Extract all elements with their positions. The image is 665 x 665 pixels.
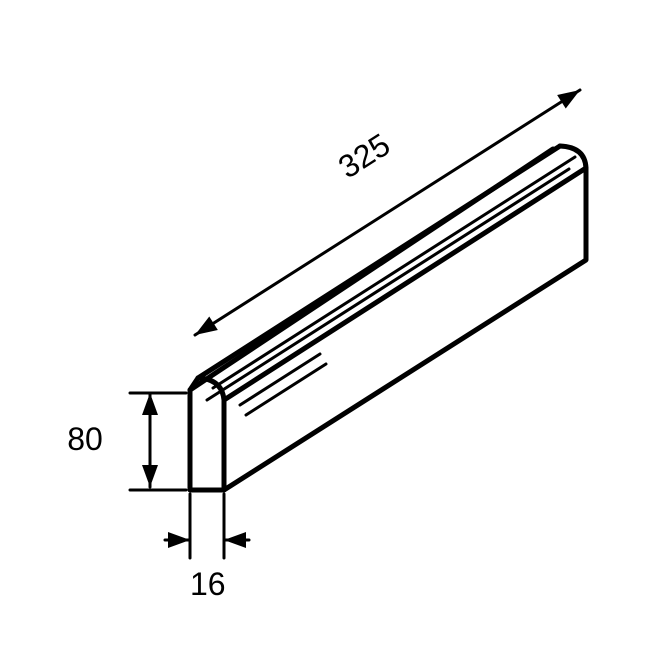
dim-thickness: 16 xyxy=(165,494,249,602)
dim-height: 80 xyxy=(67,393,186,490)
dim-thickness-label: 16 xyxy=(190,566,226,602)
dim-height-label: 80 xyxy=(67,421,103,457)
technical-drawing: 325 80 16 xyxy=(0,0,665,665)
part-body xyxy=(190,146,586,490)
dimensions: 325 80 16 xyxy=(67,90,580,602)
dim-length-label: 325 xyxy=(332,126,396,185)
